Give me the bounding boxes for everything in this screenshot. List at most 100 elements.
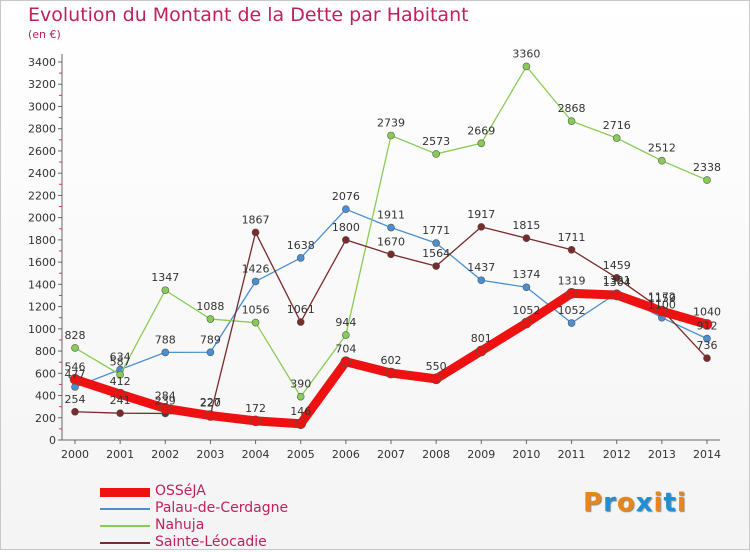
data-label: 550	[426, 360, 447, 373]
legend-swatch	[100, 487, 150, 497]
data-label: 172	[245, 402, 266, 415]
x-tick-label: 2011	[558, 448, 586, 461]
y-tick-label: 3000	[28, 100, 56, 113]
data-label: 704	[335, 343, 356, 356]
data-label: 1917	[467, 208, 495, 221]
data-label: 1374	[512, 268, 540, 281]
data-point	[612, 134, 621, 142]
data-label: 1867	[242, 213, 270, 226]
x-tick-label: 2003	[196, 448, 224, 461]
data-label: 2739	[377, 116, 405, 129]
data-point	[566, 288, 577, 299]
data-label: 1319	[558, 274, 586, 287]
data-point	[159, 403, 171, 414]
data-point	[251, 228, 260, 237]
data-label: 1052	[512, 304, 540, 317]
data-point	[296, 392, 305, 401]
data-point	[206, 315, 215, 323]
data-point	[703, 334, 711, 343]
y-tick-label: 1200	[28, 301, 56, 314]
y-tick-label: 3400	[28, 56, 56, 69]
data-label: 477	[65, 368, 86, 381]
legend-label: Nahuja	[155, 517, 205, 533]
data-point	[703, 354, 711, 362]
y-tick-label: 2600	[28, 145, 56, 158]
x-tick-label: 2013	[648, 448, 676, 461]
data-label: 1564	[422, 247, 450, 260]
data-point	[161, 286, 170, 295]
y-tick-label: 200	[35, 412, 56, 425]
x-tick-label: 2002	[151, 448, 179, 461]
data-point	[430, 373, 442, 385]
data-label: 1437	[467, 261, 495, 274]
data-point	[387, 131, 395, 140]
data-point	[116, 370, 124, 379]
data-label: 239	[155, 394, 176, 407]
data-point	[387, 223, 395, 232]
data-label: 1638	[287, 239, 315, 252]
data-label: 3360	[512, 47, 540, 60]
y-tick-label: 800	[35, 345, 56, 358]
data-point	[296, 254, 305, 262]
y-tick-label: 2800	[28, 123, 56, 136]
y-tick-label: 2400	[28, 167, 56, 180]
y-tick-label: 1000	[28, 323, 56, 336]
chart-unit: (en €)	[28, 28, 61, 41]
chart-title: Evolution du Montant de la Dette par Hab…	[28, 4, 469, 26]
data-point	[342, 331, 350, 339]
proxiti-logo: Proxiti	[583, 488, 687, 518]
data-label: 1911	[377, 209, 405, 222]
x-tick-label: 2001	[106, 448, 134, 461]
data-label: 587	[110, 356, 131, 369]
data-point	[656, 305, 668, 317]
legend-swatch	[100, 525, 150, 527]
data-label: 1061	[287, 303, 315, 316]
legend-label: Palau-de-Cerdagne	[155, 500, 289, 516]
data-label: 254	[65, 393, 86, 406]
y-tick-label: 0	[49, 434, 56, 447]
data-label: 2573	[422, 135, 450, 148]
data-point	[612, 273, 621, 282]
data-label: 2338	[693, 161, 721, 174]
data-label: 1347	[151, 271, 179, 284]
data-point	[611, 289, 623, 301]
legend-swatch	[100, 508, 150, 510]
x-tick-label: 2007	[377, 448, 405, 461]
data-label: 736	[697, 339, 718, 352]
data-label: 912	[697, 320, 718, 333]
data-label: 1815	[512, 219, 540, 232]
data-point	[295, 418, 307, 430]
legend-swatch	[100, 542, 150, 544]
data-point	[206, 348, 215, 357]
data-point	[432, 150, 440, 158]
data-label: 602	[381, 354, 402, 367]
data-label: 1052	[558, 304, 586, 317]
legend-label: OSSéJA	[155, 483, 206, 499]
data-label: 2076	[332, 190, 360, 203]
data-point	[114, 388, 126, 400]
x-tick-label: 2005	[287, 448, 315, 461]
data-label: 1670	[377, 235, 405, 248]
data-label: 1426	[242, 262, 270, 275]
data-label: 146	[290, 405, 311, 418]
data-label: 1056	[242, 304, 270, 317]
y-tick-label: 2200	[28, 189, 56, 202]
data-label: 1100	[648, 299, 676, 312]
x-tick-label: 2010	[512, 448, 540, 461]
x-tick-label: 2009	[467, 448, 495, 461]
data-label: 1321	[603, 274, 631, 287]
data-point	[71, 407, 79, 416]
data-label: 220	[200, 397, 221, 410]
y-tick-label: 1400	[28, 278, 56, 291]
y-tick-label: 2000	[28, 212, 56, 225]
data-label: 1088	[196, 300, 224, 313]
data-label: 241	[110, 394, 131, 407]
data-point	[71, 344, 79, 352]
data-label: 2512	[648, 142, 676, 155]
y-tick-label: 3200	[28, 78, 56, 91]
y-tick-label: 400	[35, 390, 56, 403]
y-tick-label: 1600	[28, 256, 56, 269]
data-label: 390	[290, 378, 311, 391]
data-point	[477, 276, 486, 285]
